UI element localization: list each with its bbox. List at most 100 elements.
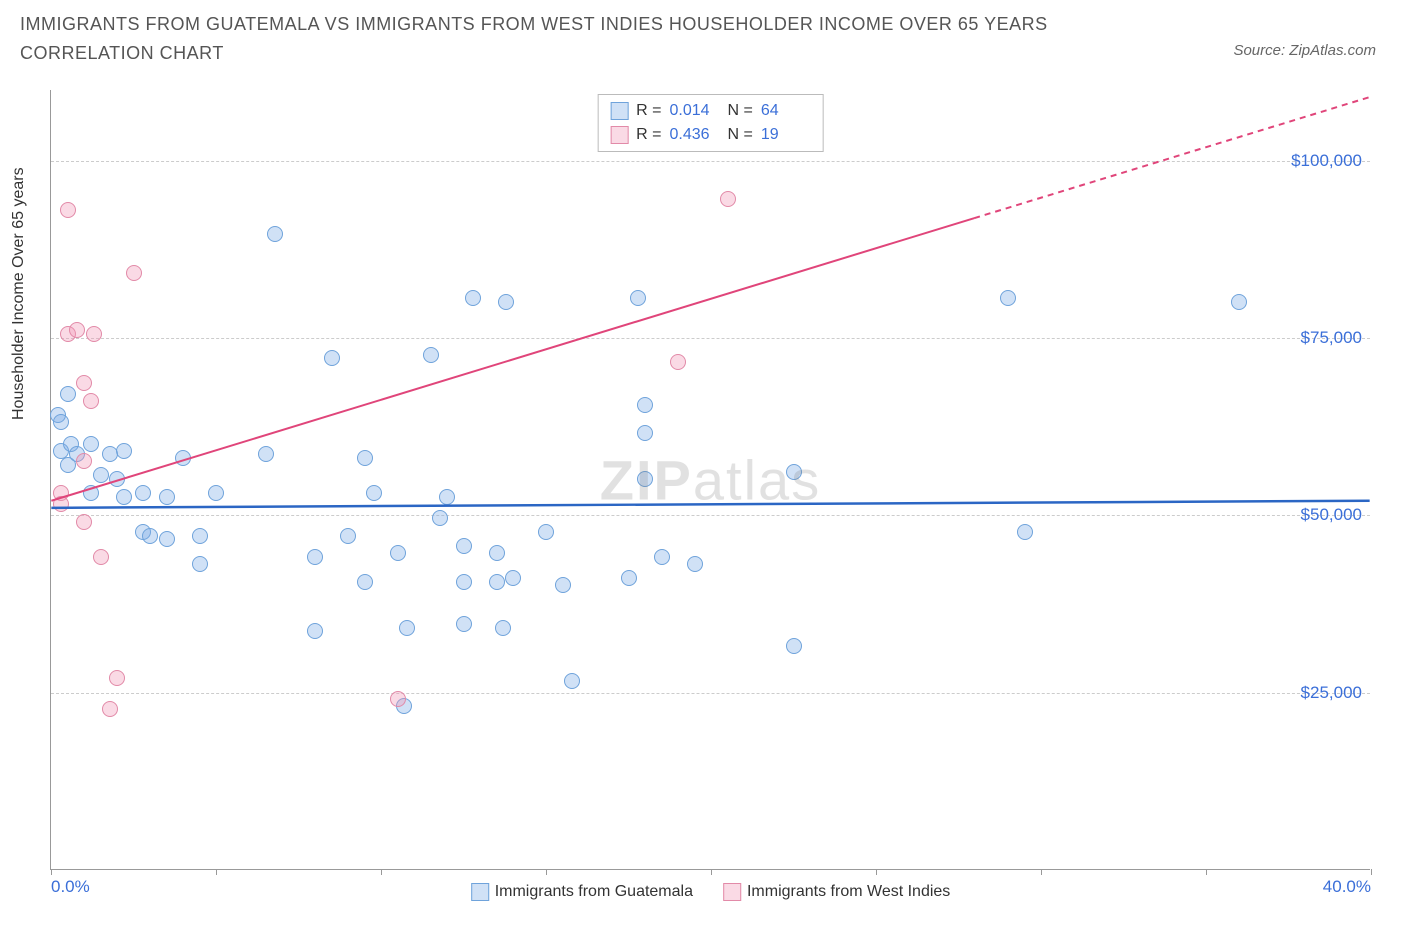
data-point [83,436,99,452]
trend-lines-layer [51,90,1370,869]
data-point [159,489,175,505]
data-point [439,489,455,505]
data-point [126,265,142,281]
data-point [1231,294,1247,310]
data-point [786,464,802,480]
stats-row: R = 0.436 N = 19 [610,123,811,147]
data-point [432,510,448,526]
data-point [208,485,224,501]
data-point [399,620,415,636]
stats-n-value: 19 [761,123,811,147]
stats-n-value: 64 [761,99,811,123]
watermark-rest: atlas [693,448,821,511]
data-point [53,496,69,512]
data-point [564,673,580,689]
data-point [720,191,736,207]
y-tick-label: $100,000 [1291,151,1362,171]
stats-r-label: R = [636,123,661,147]
stats-n-label: N = [728,123,753,147]
data-point [630,290,646,306]
data-point [175,450,191,466]
stats-r-value: 0.014 [670,99,720,123]
data-point [76,514,92,530]
data-point [637,425,653,441]
stats-n-label: N = [728,99,753,123]
data-point [621,570,637,586]
legend-item: Immigrants from West Indies [723,883,950,901]
watermark: ZIPatlas [600,447,821,512]
data-point [83,485,99,501]
trend-line [51,501,1369,508]
data-point [498,294,514,310]
data-point [489,545,505,561]
data-point [495,620,511,636]
data-point [76,453,92,469]
data-point [83,393,99,409]
data-point [307,623,323,639]
x-tick-mark [711,869,712,875]
x-tick-mark [51,869,52,875]
chart-container: IMMIGRANTS FROM GUATEMALA VS IMMIGRANTS … [0,0,1406,930]
data-point [390,545,406,561]
data-point [390,691,406,707]
x-tick-mark [546,869,547,875]
gridline [51,515,1370,516]
legend-swatch [471,883,489,901]
data-point [192,528,208,544]
data-point [505,570,521,586]
data-point [60,202,76,218]
data-point [456,616,472,632]
data-point [423,347,439,363]
y-tick-label: $50,000 [1301,505,1362,525]
gridline [51,693,1370,694]
legend-label: Immigrants from West Indies [747,883,950,900]
data-point [116,443,132,459]
data-point [357,450,373,466]
data-point [786,638,802,654]
stats-row: R = 0.014 N = 64 [610,99,811,123]
data-point [159,531,175,547]
data-point [93,467,109,483]
stats-r-value: 0.436 [670,123,720,147]
x-tick-label: 0.0% [51,877,90,897]
data-point [307,549,323,565]
stats-swatch [610,126,628,144]
data-point [340,528,356,544]
stats-legend-box: R = 0.014 N = 64 R = 0.436 N = 19 [597,94,824,152]
data-point [555,577,571,593]
data-point [93,549,109,565]
x-tick-mark [1206,869,1207,875]
data-point [456,538,472,554]
data-point [267,226,283,242]
data-point [654,549,670,565]
x-tick-label: 40.0% [1323,877,1371,897]
legend-item: Immigrants from Guatemala [471,883,693,901]
data-point [366,485,382,501]
bottom-legend: Immigrants from Guatemala Immigrants from… [471,883,951,901]
data-point [637,471,653,487]
data-point [76,375,92,391]
source-label: Source: ZipAtlas.com [1233,42,1376,59]
data-point [1017,524,1033,540]
data-point [109,471,125,487]
data-point [670,354,686,370]
data-point [102,701,118,717]
stats-r-label: R = [636,99,661,123]
data-point [324,350,340,366]
data-point [142,528,158,544]
data-point [258,446,274,462]
data-point [465,290,481,306]
gridline [51,338,1370,339]
data-point [116,489,132,505]
data-point [60,386,76,402]
data-point [69,322,85,338]
data-point [538,524,554,540]
data-point [456,574,472,590]
y-tick-label: $25,000 [1301,683,1362,703]
data-point [637,397,653,413]
y-axis-label: Householder Income Over 65 years [10,167,28,420]
legend-label: Immigrants from Guatemala [495,883,693,900]
chart-title: IMMIGRANTS FROM GUATEMALA VS IMMIGRANTS … [20,10,1170,68]
x-tick-mark [1041,869,1042,875]
data-point [86,326,102,342]
